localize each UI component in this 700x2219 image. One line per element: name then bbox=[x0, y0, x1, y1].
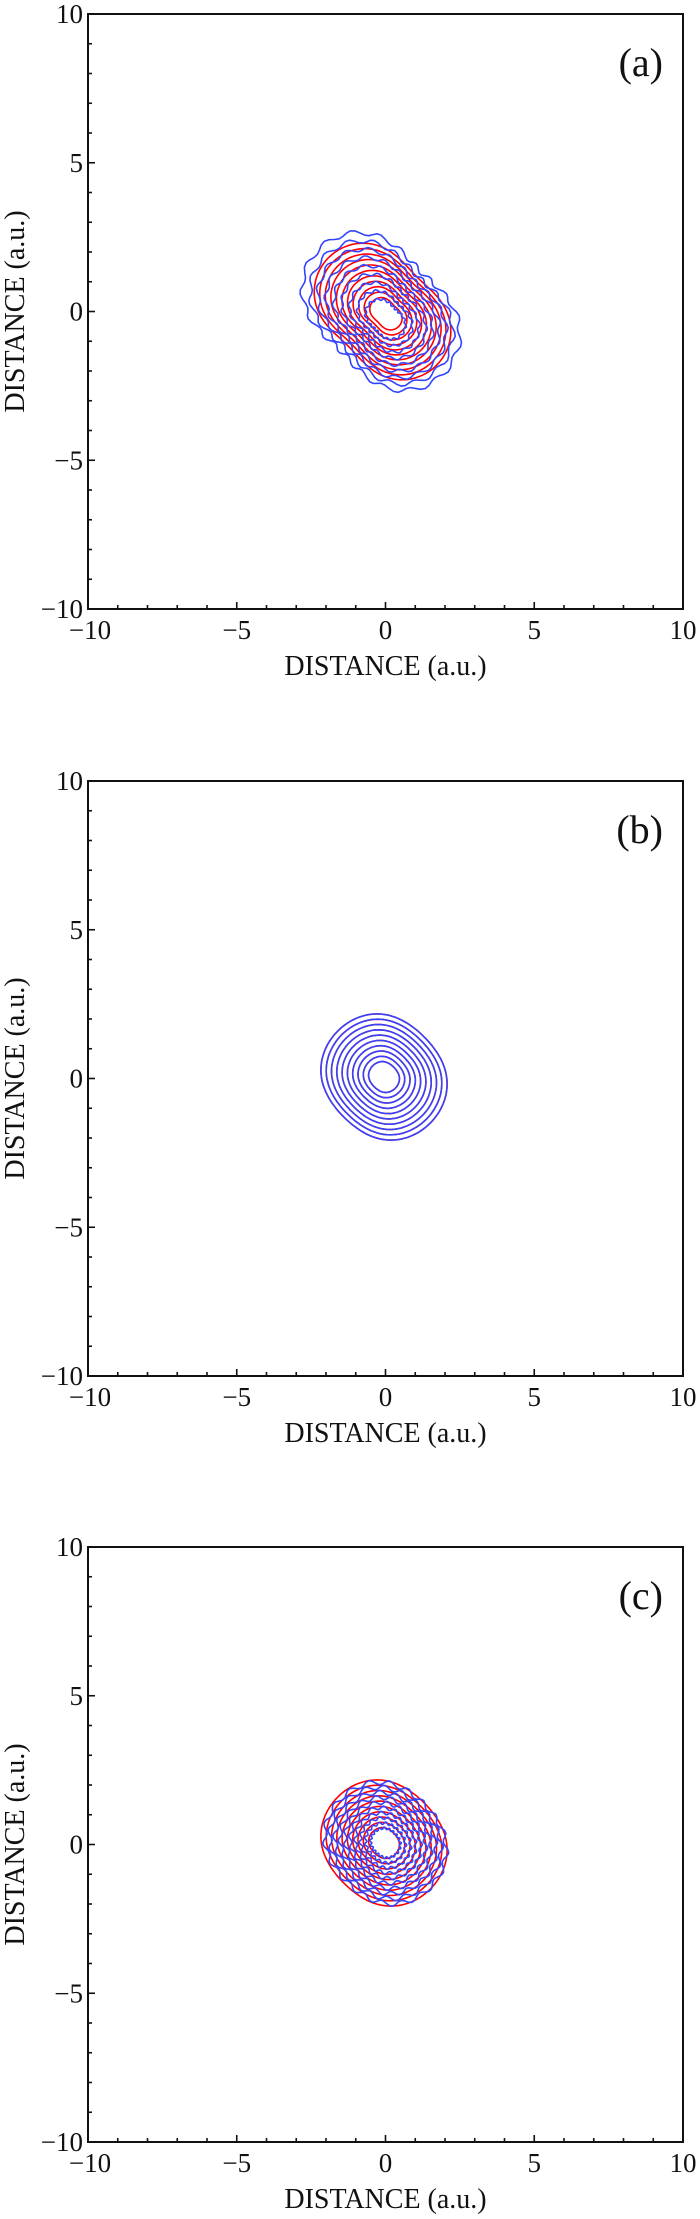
blue-contour-line bbox=[331, 263, 435, 368]
x-tick-label: −5 bbox=[222, 615, 251, 645]
blue-contour-line bbox=[363, 297, 408, 342]
plot-frame bbox=[87, 1546, 684, 2143]
y-tick-label: −5 bbox=[54, 1212, 83, 1242]
blue-contour-line bbox=[362, 1055, 406, 1099]
x-tick-label: 5 bbox=[528, 2148, 542, 2178]
panel-label: (b) bbox=[616, 807, 663, 852]
red-contour-line bbox=[351, 1044, 417, 1110]
plot-frame bbox=[87, 780, 684, 1377]
red-contour-line bbox=[357, 285, 413, 341]
blue-contour-line bbox=[363, 1821, 408, 1865]
red-contour-line bbox=[335, 264, 433, 361]
blue-contour-line bbox=[346, 1039, 422, 1115]
x-tick-label: 10 bbox=[670, 2148, 697, 2178]
y-tick-label: 10 bbox=[56, 1532, 83, 1562]
contour-lines bbox=[320, 1013, 448, 1141]
blue-contour-line bbox=[299, 230, 463, 394]
blue-contour-line bbox=[347, 280, 422, 354]
blue-contour-line bbox=[367, 1060, 401, 1094]
x-tick-label: −10 bbox=[69, 615, 111, 645]
blue-contour-line bbox=[330, 1023, 438, 1131]
blue-contour-line bbox=[347, 1805, 424, 1881]
y-tick-label: 10 bbox=[56, 0, 83, 29]
contour-lines bbox=[320, 1779, 450, 1908]
blue-contour-line bbox=[340, 272, 429, 361]
blue-contour-line bbox=[335, 1029, 433, 1125]
y-tick-label: −10 bbox=[41, 2127, 83, 2157]
x-tick-label: 10 bbox=[670, 1382, 697, 1412]
blue-contour-line bbox=[315, 246, 450, 381]
blue-contour-line bbox=[357, 1050, 411, 1104]
x-tick-label: 0 bbox=[379, 1382, 393, 1412]
x-axis-title: DISTANCE (a.u.) bbox=[284, 651, 486, 682]
y-axis-title: DISTANCE (a.u.) bbox=[0, 210, 31, 412]
y-tick-label: 0 bbox=[70, 297, 84, 327]
blue-contour-line bbox=[320, 1013, 448, 1141]
y-tick-label: 0 bbox=[70, 1064, 84, 1094]
x-tick-label: 0 bbox=[379, 615, 393, 645]
x-axis-title: DISTANCE (a.u.) bbox=[284, 2184, 486, 2215]
x-axis-title: DISTANCE (a.u.) bbox=[284, 1418, 486, 1449]
blue-contour-line bbox=[358, 1816, 413, 1871]
x-tick-label: −5 bbox=[222, 2148, 251, 2178]
blue-contour-line bbox=[343, 1800, 429, 1886]
blue-contour-line bbox=[325, 1018, 443, 1136]
blue-contour-line bbox=[352, 1810, 418, 1876]
y-axis-title: DISTANCE (a.u.) bbox=[0, 1743, 31, 1945]
blue-contour-line bbox=[355, 288, 414, 348]
red-contour-line bbox=[341, 1034, 427, 1120]
x-tick-label: 5 bbox=[528, 1382, 542, 1412]
x-tick-label: 0 bbox=[379, 2148, 393, 2178]
blue-contour-line bbox=[341, 1034, 427, 1120]
x-tick-label: −5 bbox=[222, 1382, 251, 1412]
y-tick-label: 5 bbox=[70, 148, 84, 178]
y-axis-title: DISTANCE (a.u.) bbox=[0, 977, 31, 1179]
blue-contour-line bbox=[323, 255, 442, 373]
y-tick-label: −5 bbox=[54, 445, 83, 475]
blue-contour-line bbox=[351, 1044, 417, 1110]
red-contour-line bbox=[313, 242, 452, 381]
x-tick-label: 10 bbox=[670, 615, 697, 645]
panel-label: (a) bbox=[619, 40, 663, 85]
panel-label: (c) bbox=[619, 1573, 663, 1618]
blue-contour-line bbox=[368, 1826, 403, 1860]
x-tick-label: −10 bbox=[69, 1382, 111, 1412]
y-tick-label: −10 bbox=[41, 594, 83, 624]
y-tick-label: −5 bbox=[54, 1978, 83, 2008]
blue-contour-line bbox=[332, 1789, 439, 1896]
y-tick-label: 0 bbox=[70, 1830, 84, 1860]
contour-panel-b: −10 −5 0 5 10 −10 −5 0 5 10 DISTANCE (a.u.) DISTANC… bbox=[0, 766, 697, 1449]
red-contour-line bbox=[320, 1779, 448, 1907]
y-tick-label: 5 bbox=[70, 1681, 84, 1711]
plot-frame bbox=[87, 13, 684, 610]
red-contour-line bbox=[320, 1013, 448, 1141]
y-tick-label: 10 bbox=[56, 766, 83, 796]
red-contour-line bbox=[368, 296, 403, 331]
red-contour-line bbox=[357, 1050, 411, 1104]
blue-contour-line bbox=[307, 239, 457, 387]
contour-panel-c: −10 −5 0 5 10 −10 −5 0 5 10 DISTANCE (a.u.) DISTANC… bbox=[0, 1532, 697, 2215]
x-tick-label: 5 bbox=[528, 615, 542, 645]
y-tick-label: −10 bbox=[41, 1361, 83, 1391]
red-contour-line bbox=[341, 269, 428, 356]
blue-contour-line bbox=[321, 1779, 450, 1908]
x-tick-label: −10 bbox=[69, 2148, 111, 2178]
contour-panel-a: −10 −5 0 5 10 −10 −5 0 5 10 DISTANCE (a.u.) DISTANC… bbox=[0, 0, 697, 682]
blue-contour-line bbox=[337, 1795, 434, 1892]
y-tick-label: 5 bbox=[70, 915, 84, 945]
blue-contour-line bbox=[327, 1784, 445, 1902]
contour-lines bbox=[299, 230, 463, 394]
